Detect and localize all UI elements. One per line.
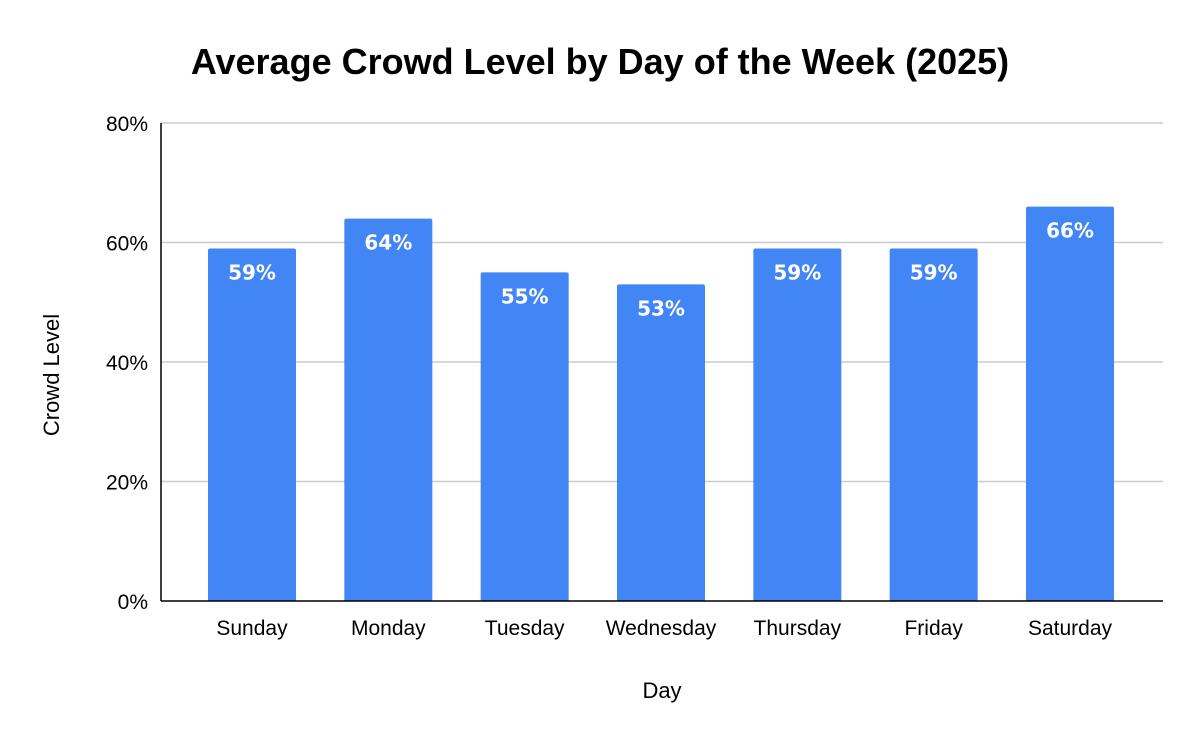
- y-axis-title: Crowd Level: [39, 314, 64, 436]
- data-label: 59%: [910, 260, 958, 284]
- y-tick-label: 0%: [118, 591, 148, 614]
- x-tick-label: Thursday: [754, 617, 842, 640]
- bar-thursday: [753, 248, 842, 601]
- bars: [208, 206, 1114, 601]
- data-label: 53%: [637, 296, 685, 320]
- data-labels: 59% 64% 55% 53% 59% 59% 66%: [228, 219, 1094, 321]
- y-axis-ticks: 0% 20% 40% 60% 80%: [106, 113, 148, 614]
- data-label: 55%: [501, 284, 549, 308]
- data-label: 59%: [228, 260, 276, 284]
- bar-wednesday: [617, 284, 705, 601]
- y-tick-label: 60%: [106, 233, 148, 256]
- x-tick-label: Friday: [904, 617, 963, 640]
- chart-title: Average Crowd Level by Day of the Week (…: [191, 41, 1009, 82]
- data-label: 66%: [1046, 219, 1094, 243]
- x-tick-label: Sunday: [216, 617, 288, 640]
- x-tick-label: Wednesday: [606, 617, 717, 640]
- bar-saturday: [1026, 206, 1114, 601]
- x-axis-ticks: Sunday Monday Tuesday Wednesday Thursday Frid…: [216, 617, 1112, 640]
- bar-sunday: [208, 248, 296, 601]
- x-tick-label: Monday: [351, 617, 426, 640]
- x-tick-label: Tuesday: [485, 617, 565, 640]
- bar-tuesday: [480, 272, 569, 601]
- y-tick-label: 80%: [106, 113, 148, 136]
- y-tick-label: 40%: [106, 352, 148, 375]
- data-label: 59%: [773, 260, 821, 284]
- y-tick-label: 20%: [106, 472, 148, 495]
- x-tick-label: Saturday: [1028, 617, 1113, 640]
- x-axis-title: Day: [642, 678, 681, 703]
- bar-friday: [889, 248, 978, 601]
- bar-monday: [344, 218, 433, 601]
- data-label: 64%: [364, 231, 412, 255]
